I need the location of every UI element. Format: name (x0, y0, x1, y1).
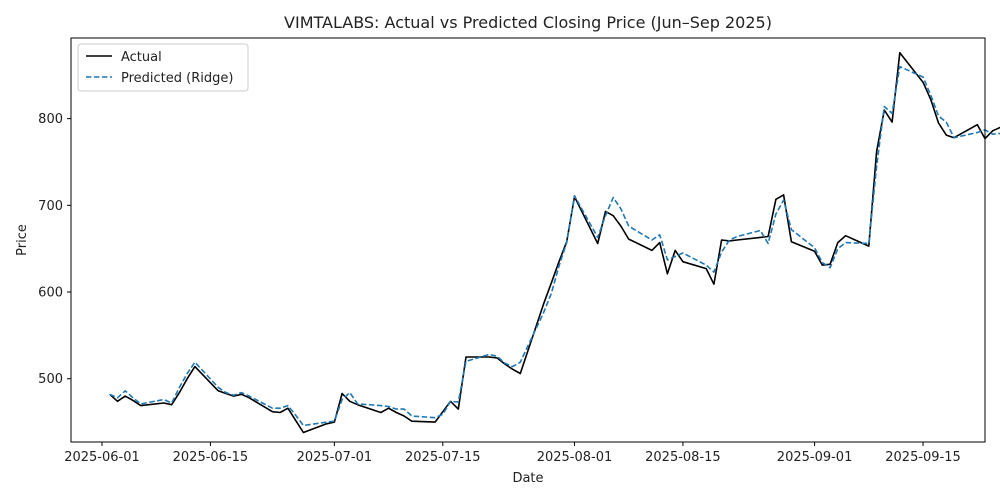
y-tick-label: 700 (38, 199, 63, 214)
series-line-actual (109, 51, 1000, 434)
series-layer (109, 51, 1000, 434)
series-line-predicted (109, 65, 1000, 427)
x-tick-label: 2025-09-01 (777, 450, 853, 465)
x-tick-label: 2025-07-01 (297, 450, 373, 465)
x-tick-label: 2025-08-15 (645, 450, 721, 465)
x-tick-label: 2025-08-01 (537, 450, 613, 465)
y-tick-label: 500 (38, 372, 63, 387)
legend-label-predicted: Predicted (Ridge) (121, 71, 233, 86)
x-tick-label: 2025-07-15 (405, 450, 481, 465)
y-axis-label: Price (15, 224, 30, 256)
y-tick-label: 800 (38, 112, 63, 127)
x-tick-label: 2025-06-01 (64, 450, 140, 465)
chart-title: VIMTALABS: Actual vs Predicted Closing P… (284, 13, 772, 32)
y-tick-label: 600 (38, 286, 63, 301)
y-axis: 500 600 700 800 (38, 112, 71, 387)
legend-box (77, 43, 249, 92)
x-axis-label: Date (512, 471, 543, 486)
legend: Actual Predicted (Ridge) (77, 43, 249, 92)
x-tick-label: 2025-06-15 (173, 450, 249, 465)
x-tick-label: 2025-09-15 (885, 450, 961, 465)
plot-frame (70, 37, 986, 443)
legend-label-actual: Actual (121, 50, 162, 65)
x-axis: 2025-06-01 2025-06-15 2025-07-01 2025-07-15… (64, 442, 961, 465)
